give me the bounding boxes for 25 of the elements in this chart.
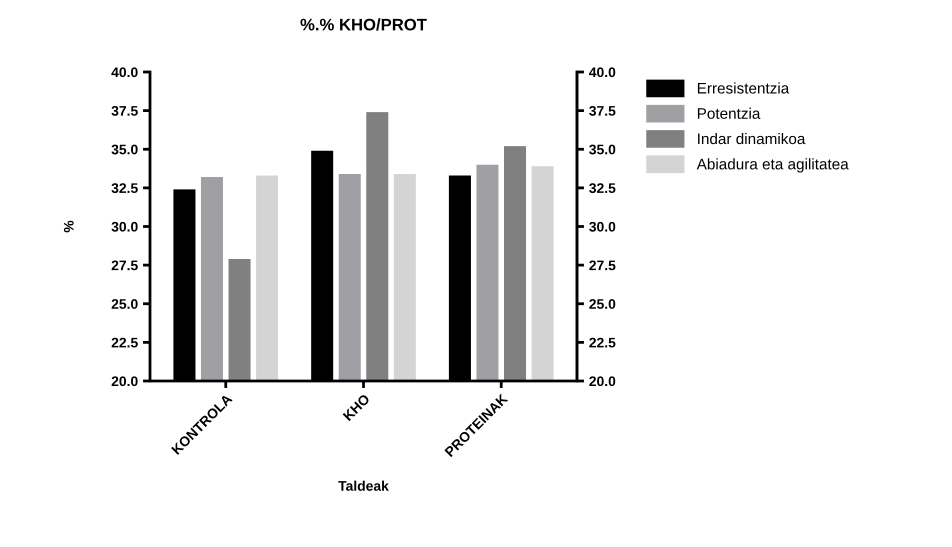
y2-tick-label: 37.5	[589, 106, 616, 116]
chart-title: %.% KHO/PROT	[300, 18, 427, 31]
y2-tick-label: 35.0	[589, 144, 616, 154]
y2-tick-label: 32.5	[589, 183, 616, 194]
y-axis-title: %	[64, 220, 74, 232]
y-tick-label: 30.0	[111, 222, 138, 232]
legend-label: Indar dinamikoa	[698, 132, 806, 144]
legend-label: Abiadura eta agilitatea	[696, 158, 849, 172]
legend-label: Erresistentzia	[698, 82, 790, 94]
y-tick-label: 25.0	[112, 299, 138, 309]
y-tick-label: 20.0	[112, 376, 138, 386]
y-tick-label: 32.5	[111, 183, 138, 194]
y-tick-label: 27.5	[112, 260, 138, 270]
y-tick-label: 22.5	[112, 338, 138, 348]
legend-label: Potentzia	[698, 108, 760, 119]
y2-tick-label: 40.0	[589, 67, 616, 78]
y-tick-label: 37.5	[111, 106, 138, 116]
x-axis-title: Taldeak	[338, 480, 389, 491]
y2-tick-label: 30.0	[589, 222, 616, 232]
y2-tick-label: 25.0	[589, 299, 616, 309]
y2-tick-label: 20.0	[589, 376, 616, 386]
y2-tick-label: 27.5	[589, 260, 616, 270]
y2-tick-label: 22.5	[589, 338, 616, 348]
y-tick-label: 40.0	[111, 67, 138, 78]
y-tick-label: 35.0	[111, 144, 138, 154]
